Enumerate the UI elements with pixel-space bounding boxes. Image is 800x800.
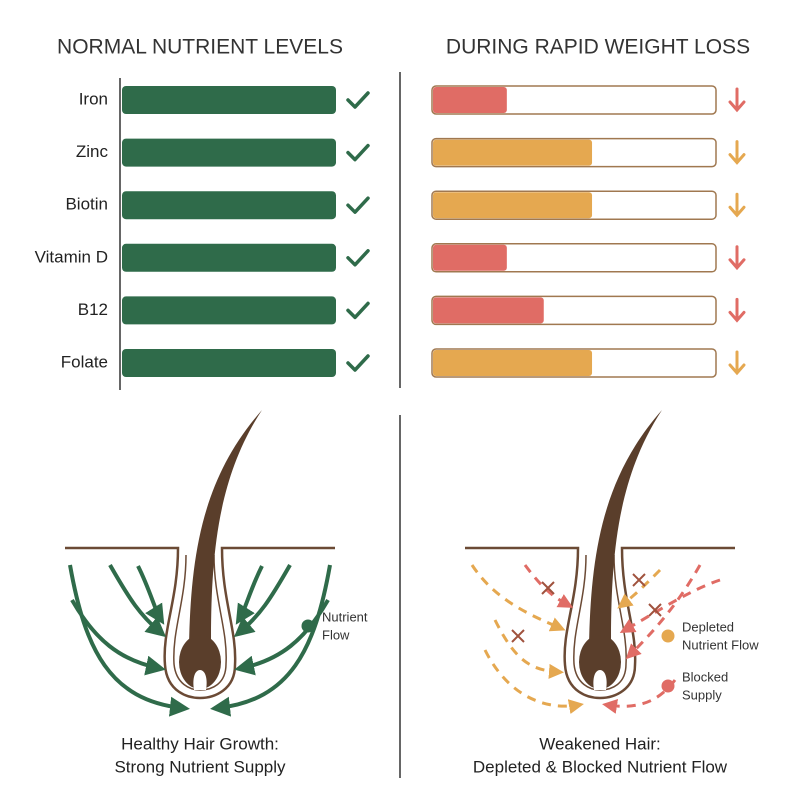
nutrient-name: Zinc	[76, 142, 109, 161]
down-arrow	[728, 192, 746, 218]
legend-label: Flow	[322, 627, 350, 642]
level-bar	[122, 86, 336, 114]
level-bar	[122, 296, 336, 325]
nutrient-name: Biotin	[65, 195, 108, 214]
healthy-follicle	[63, 408, 337, 717]
legend-dot	[661, 679, 675, 693]
check-icon	[346, 354, 370, 372]
caption: Strong Nutrient Supply	[114, 757, 286, 776]
panel-title: DURING RAPID WEIGHT LOSS	[446, 36, 750, 59]
caption: Depleted & Blocked Nutrient Flow	[473, 757, 728, 776]
down-arrow	[728, 350, 746, 376]
down-arrow	[728, 87, 746, 113]
legend-label: Supply	[682, 687, 722, 702]
legend-dot	[301, 619, 315, 633]
level-bar	[433, 87, 507, 113]
weakened-flow	[470, 564, 721, 714]
weakened-follicle	[463, 408, 737, 700]
legend-label: Blocked	[682, 669, 728, 684]
down-arrow	[728, 297, 746, 323]
level-bar	[433, 139, 593, 166]
down-arrow	[728, 140, 746, 165]
level-bar	[122, 349, 336, 377]
check-icon	[346, 196, 370, 214]
caption: Healthy Hair Growth:	[121, 734, 279, 753]
check-icon	[346, 91, 370, 109]
nutrient-name: Iron	[79, 89, 108, 108]
nutrient-name: Folate	[61, 352, 108, 371]
check-icon	[346, 249, 370, 267]
check-icon	[346, 301, 370, 320]
level-bar	[433, 244, 507, 271]
level-bar	[433, 192, 593, 219]
caption: Weakened Hair:	[539, 734, 661, 753]
level-bar	[433, 350, 593, 376]
nutrient-name: B12	[78, 300, 108, 319]
check-icon	[346, 143, 370, 162]
nutrient-name: Vitamin D	[35, 247, 108, 266]
level-bar	[122, 138, 336, 167]
level-bar	[433, 297, 544, 324]
legend-label: Depleted	[682, 619, 734, 634]
legend-label: Nutrient	[322, 609, 368, 624]
legend-label: Nutrient Flow	[682, 637, 759, 652]
legend-dot	[661, 629, 675, 643]
level-bar	[122, 243, 336, 272]
panel-title: NORMAL NUTRIENT LEVELS	[57, 36, 343, 59]
down-arrow	[728, 245, 746, 271]
level-bar	[122, 191, 336, 220]
